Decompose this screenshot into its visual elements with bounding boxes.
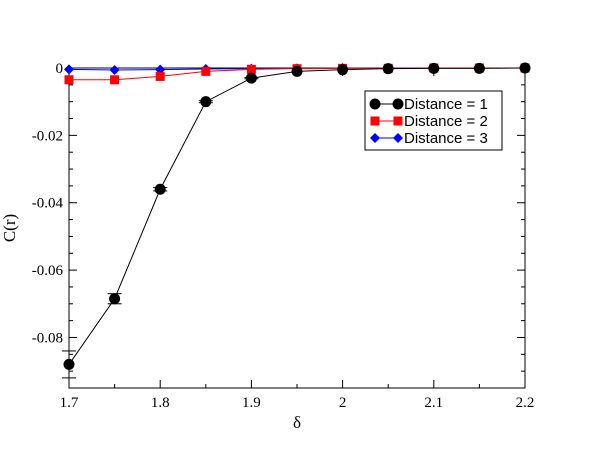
x-tick-label: 1.9 — [242, 395, 261, 411]
y-tick-label: -0.02 — [32, 128, 63, 144]
legend-label: Distance = 2 — [404, 113, 488, 130]
data-point — [109, 293, 121, 305]
legend-marker — [370, 116, 380, 126]
y-tick-label: -0.04 — [32, 196, 64, 212]
data-point — [473, 62, 485, 74]
data-point — [64, 64, 74, 75]
data-point — [428, 62, 440, 74]
data-point — [110, 75, 120, 85]
x-tick-label: 2.2 — [516, 395, 535, 411]
data-point — [382, 63, 394, 75]
data-point — [154, 183, 166, 195]
y-axis-title: C(r) — [0, 214, 19, 242]
y-tick-label: -0.08 — [32, 330, 63, 346]
data-point — [337, 64, 349, 76]
y-tick-label: -0.06 — [32, 263, 64, 279]
legend-marker — [370, 133, 380, 143]
data-point — [155, 71, 165, 81]
data-point — [245, 72, 257, 84]
series-layer — [62, 62, 531, 379]
x-axis: 1.7 1.8 1.9 2 2.1 2.2 — [60, 68, 535, 411]
data-point — [246, 64, 256, 74]
y-tick-label: 0 — [56, 61, 64, 77]
legend-marker — [393, 116, 403, 126]
data-point — [109, 65, 120, 76]
series-1 — [62, 62, 531, 379]
data-point — [201, 66, 211, 76]
x-tick-label: 2 — [339, 395, 347, 411]
x-tick-label: 1.8 — [151, 395, 170, 411]
legend-marker — [369, 98, 381, 110]
legend-marker — [393, 133, 403, 143]
data-point — [291, 65, 303, 77]
legend-label: Distance = 3 — [404, 130, 488, 147]
y-axis: 0 -0.02 -0.04 -0.06 -0.08 — [32, 61, 525, 389]
data-point — [64, 75, 74, 85]
data-point — [519, 62, 531, 74]
data-point — [200, 96, 212, 108]
legend-marker — [392, 98, 404, 110]
x-tick-label: 1.7 — [60, 395, 79, 411]
legend-label: Distance = 1 — [404, 96, 488, 113]
x-axis-title: δ — [293, 413, 301, 432]
x-tick-label: 2.1 — [424, 395, 443, 411]
data-point — [63, 358, 75, 370]
